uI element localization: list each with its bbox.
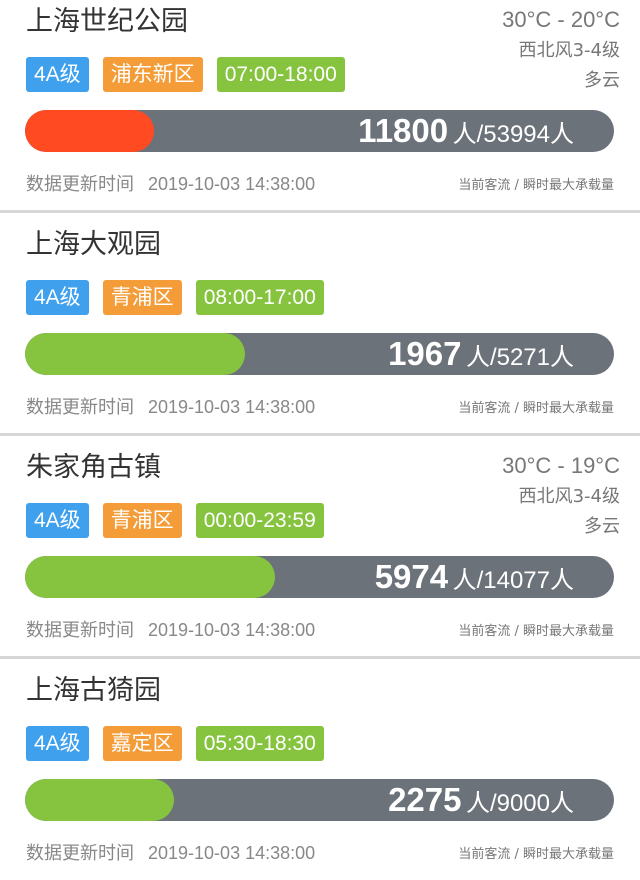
current-visitors: 5974 — [374, 558, 449, 595]
tag-row: 4A级 青浦区 00:00-23:59 — [26, 503, 324, 538]
tag-row: 4A级 嘉定区 05:30-18:30 — [26, 726, 324, 761]
capacity-bar: 2275 人/9000人 — [25, 779, 614, 821]
park-name: 上海世纪公园 — [26, 6, 188, 37]
current-visitors: 2275 — [388, 781, 462, 818]
capacity-bar: 5974 人/14077人 — [25, 556, 614, 598]
district-badge: 嘉定区 — [102, 726, 182, 761]
hours-badge: 00:00-23:59 — [195, 503, 324, 538]
bar-legend: 当前客流 / 瞬时最大承载量 — [458, 177, 614, 193]
capacity-fill — [25, 110, 154, 152]
update-label: 数据更新时间 — [26, 843, 134, 864]
district-badge: 青浦区 — [102, 280, 182, 315]
temperature-range: 30°C - 19°C — [502, 453, 620, 478]
weather-info: 30°C - 20°C 西北风3-4级 多云 — [502, 4, 620, 96]
card-footer: 数据更新时间 2019-10-03 14:38:00 当前客流 / 瞬时最大承载量 — [26, 393, 614, 419]
person-unit: 人 — [452, 121, 477, 148]
wind: 西北风3-4级 — [518, 40, 620, 61]
park-name: 上海古猗园 — [26, 675, 161, 706]
park-card[interactable]: 上海世纪公园 30°C - 20°C 西北风3-4级 多云 4A级 浦东新区 0… — [0, 0, 640, 213]
weather-info: 30°C - 19°C 西北风3-4级 多云 — [502, 450, 620, 542]
capacity-fill — [25, 556, 275, 598]
update-label: 数据更新时间 — [26, 620, 134, 641]
person-unit: 人 — [452, 567, 477, 594]
max-capacity: /14077人 — [476, 567, 574, 594]
card-footer: 数据更新时间 2019-10-03 14:38:00 当前客流 / 瞬时最大承载量 — [26, 616, 614, 642]
wind: 西北风3-4级 — [518, 486, 620, 507]
max-capacity: /5271人 — [489, 344, 574, 371]
park-card[interactable]: 朱家角古镇 30°C - 19°C 西北风3-4级 多云 4A级 青浦区 00:… — [0, 436, 640, 659]
card-footer: 数据更新时间 2019-10-03 14:38:00 当前客流 / 瞬时最大承载量 — [26, 839, 614, 865]
hours-badge: 05:30-18:30 — [195, 726, 324, 761]
bar-legend: 当前客流 / 瞬时最大承载量 — [458, 846, 614, 862]
park-card[interactable]: 上海古猗园 4A级 嘉定区 05:30-18:30 2275 人/9000人 数… — [0, 659, 640, 879]
level-badge: 4A级 — [26, 280, 89, 315]
level-badge: 4A级 — [26, 57, 89, 92]
level-badge: 4A级 — [26, 726, 89, 761]
update-time: 2019-10-03 14:38:00 — [148, 620, 316, 640]
update-label: 数据更新时间 — [26, 174, 134, 195]
capacity-fill — [25, 779, 175, 821]
visitor-count: 5974 人/14077人 — [375, 556, 574, 598]
park-name: 朱家角古镇 — [26, 452, 161, 483]
current-visitors: 11800 — [358, 112, 449, 149]
tag-row: 4A级 青浦区 08:00-17:00 — [26, 280, 324, 315]
sky-condition: 多云 — [584, 516, 620, 537]
bar-legend: 当前客流 / 瞬时最大承载量 — [458, 623, 614, 639]
person-unit: 人 — [465, 790, 490, 817]
capacity-fill — [25, 333, 245, 375]
bar-legend: 当前客流 / 瞬时最大承载量 — [458, 400, 614, 416]
card-footer: 数据更新时间 2019-10-03 14:38:00 当前客流 / 瞬时最大承载量 — [26, 170, 614, 196]
person-unit: 人 — [465, 344, 490, 371]
visitor-count: 1967 人/5271人 — [388, 333, 574, 375]
hours-badge: 07:00-18:00 — [216, 57, 345, 92]
level-badge: 4A级 — [26, 503, 89, 538]
max-capacity: /9000人 — [489, 790, 574, 817]
update-time: 2019-10-03 14:38:00 — [148, 174, 316, 194]
update-time: 2019-10-03 14:38:00 — [148, 843, 316, 863]
capacity-bar: 1967 人/5271人 — [25, 333, 614, 375]
max-capacity: /53994人 — [476, 121, 574, 148]
district-badge: 青浦区 — [102, 503, 182, 538]
visitor-count: 11800 人/53994人 — [358, 110, 574, 152]
sky-condition: 多云 — [584, 70, 620, 91]
temperature-range: 30°C - 20°C — [502, 7, 620, 32]
park-card[interactable]: 上海大观园 4A级 青浦区 08:00-17:00 1967 人/5271人 数… — [0, 213, 640, 436]
district-badge: 浦东新区 — [102, 57, 203, 92]
update-label: 数据更新时间 — [26, 397, 134, 418]
tag-row: 4A级 浦东新区 07:00-18:00 — [26, 57, 345, 92]
park-name: 上海大观园 — [26, 229, 161, 260]
hours-badge: 08:00-17:00 — [195, 280, 324, 315]
capacity-bar: 11800 人/53994人 — [25, 110, 614, 152]
current-visitors: 1967 — [388, 335, 462, 372]
update-time: 2019-10-03 14:38:00 — [148, 397, 316, 417]
visitor-count: 2275 人/9000人 — [388, 779, 574, 821]
